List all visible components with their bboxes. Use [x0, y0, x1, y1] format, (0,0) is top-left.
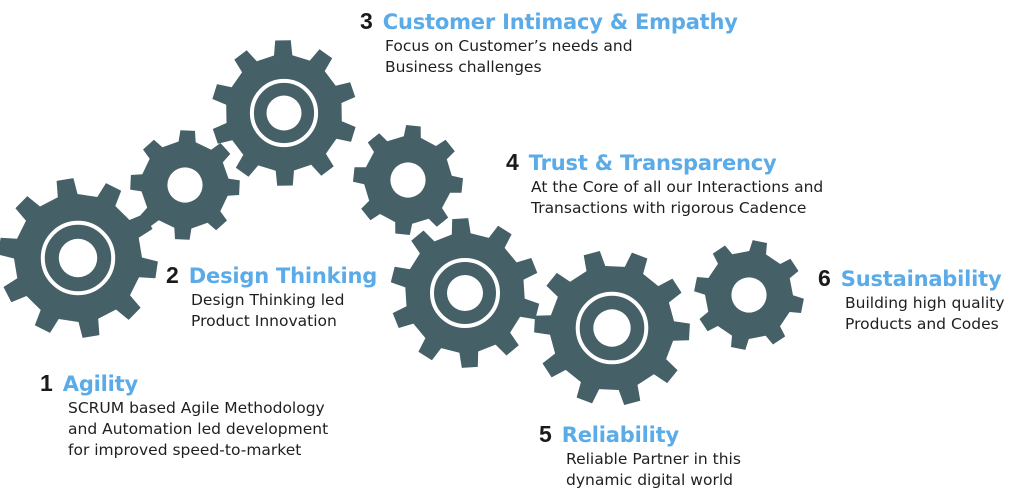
item-number: 6: [818, 265, 831, 291]
item-number: 3: [360, 8, 373, 34]
item-description-line: Business challenges: [385, 58, 542, 76]
gear-icon: [390, 218, 540, 368]
gear-icon: [212, 40, 356, 186]
value-item-sustainability: 6 Sustainability Building high quality P…: [818, 265, 1005, 335]
item-title: Agility: [62, 372, 139, 396]
item-number: 1: [40, 370, 53, 396]
item-description-line: dynamic digital world: [566, 471, 733, 489]
item-description-line: Products and Codes: [845, 315, 999, 333]
item-description-line: and Automation led development: [68, 420, 329, 438]
value-item-agility: 1 Agility SCRUM based Agile Methodology …: [40, 370, 328, 461]
gear-icon: [694, 240, 804, 350]
item-description-line: At the Core of all our Interactions and: [531, 178, 824, 196]
item-number: 5: [539, 421, 552, 447]
gear-icon: [130, 130, 240, 240]
value-item-design-thinking: 2 Design Thinking Design Thinking led Pr…: [166, 262, 377, 332]
value-item-trust-transparency: 4 Trust & Transparency At the Core of al…: [506, 149, 823, 219]
gear-icon: [534, 251, 690, 405]
item-description-line: for improved speed-to-market: [68, 441, 302, 459]
item-description-line: SCRUM based Agile Methodology: [68, 399, 325, 417]
item-description-line: Reliable Partner in this: [566, 450, 741, 468]
gear-icon: [353, 125, 463, 235]
item-title: Sustainability: [840, 267, 1002, 291]
item-description-line: Focus on Customer’s needs and: [385, 37, 633, 55]
item-number: 4: [506, 149, 519, 175]
value-item-reliability: 5 Reliability Reliable Partner in this d…: [539, 421, 741, 491]
item-title: Reliability: [561, 423, 679, 447]
item-description-line: Design Thinking led: [191, 291, 345, 309]
gear-icon: [0, 178, 158, 338]
item-description-line: Product Innovation: [191, 312, 337, 330]
item-title: Trust & Transparency: [528, 151, 777, 175]
item-description-line: Building high quality: [845, 294, 1005, 312]
value-item-customer-intimacy: 3 Customer Intimacy & Empathy Focus on C…: [360, 8, 738, 78]
item-title: Design Thinking: [188, 264, 378, 288]
item-title: Customer Intimacy & Empathy: [382, 10, 738, 34]
item-number: 2: [166, 262, 179, 288]
item-description-line: Transactions with rigorous Cadence: [531, 199, 807, 217]
